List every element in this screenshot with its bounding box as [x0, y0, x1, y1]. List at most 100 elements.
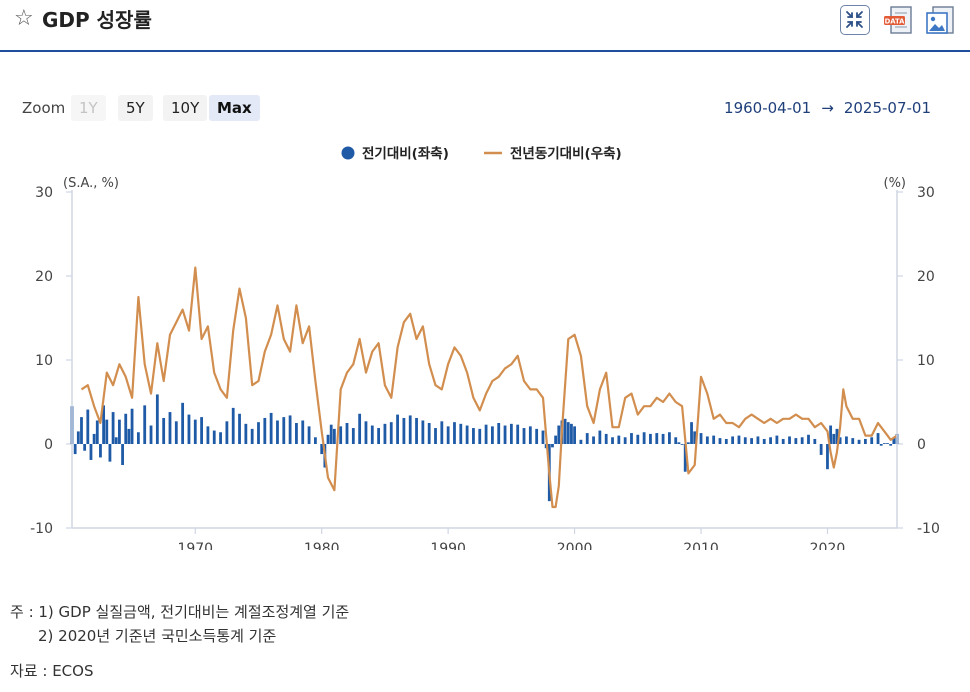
bar[interactable]	[570, 423, 573, 444]
bar[interactable]	[320, 444, 324, 455]
bar[interactable]	[661, 433, 665, 444]
shrink-button[interactable]	[840, 5, 870, 35]
bar[interactable]	[863, 438, 867, 444]
bar[interactable]	[617, 435, 621, 444]
legend-item-bar[interactable]: 전기대비(좌축)	[341, 145, 449, 162]
bar[interactable]	[731, 436, 735, 444]
bar[interactable]	[257, 422, 260, 444]
bar[interactable]	[364, 421, 368, 444]
image-download-button[interactable]	[924, 5, 954, 35]
bar[interactable]	[690, 422, 693, 444]
bar[interactable]	[813, 438, 817, 444]
bar[interactable]	[484, 424, 488, 444]
bar[interactable]	[693, 431, 697, 444]
bar[interactable]	[238, 413, 241, 444]
bar[interactable]	[845, 436, 848, 444]
bar[interactable]	[136, 432, 140, 444]
bar[interactable]	[193, 419, 197, 444]
bar[interactable]	[149, 425, 153, 444]
bar[interactable]	[155, 394, 159, 444]
bar[interactable]	[415, 417, 418, 444]
bar[interactable]	[408, 415, 412, 444]
bar[interactable]	[124, 413, 128, 444]
bar[interactable]	[187, 414, 191, 444]
bar[interactable]	[377, 428, 381, 444]
bar[interactable]	[114, 437, 118, 444]
bar[interactable]	[127, 428, 131, 444]
bar[interactable]	[680, 444, 684, 445]
bar[interactable]	[503, 425, 507, 444]
bar[interactable]	[111, 412, 115, 444]
bar[interactable]	[686, 442, 690, 444]
bar[interactable]	[174, 421, 178, 444]
bar[interactable]	[623, 437, 627, 444]
bar[interactable]	[857, 439, 861, 444]
bar[interactable]	[434, 428, 437, 444]
bar[interactable]	[351, 428, 355, 444]
bar[interactable]	[769, 437, 772, 444]
bar[interactable]	[295, 423, 298, 444]
data-download-button[interactable]: DATA	[882, 5, 912, 35]
zoom-1y-button[interactable]: 1Y	[71, 95, 106, 121]
bar[interactable]	[453, 422, 456, 444]
bar[interactable]	[712, 435, 716, 444]
bar[interactable]	[737, 435, 741, 444]
bar[interactable]	[143, 405, 147, 444]
bar[interactable]	[674, 437, 678, 444]
bar[interactable]	[465, 425, 469, 444]
bar[interactable]	[231, 407, 235, 444]
bar[interactable]	[118, 419, 121, 444]
bar[interactable]	[250, 428, 254, 444]
bar[interactable]	[370, 425, 374, 444]
bar[interactable]	[130, 408, 134, 444]
bar[interactable]	[794, 438, 798, 444]
bar[interactable]	[307, 426, 311, 444]
bar[interactable]	[528, 426, 532, 444]
bar[interactable]	[301, 420, 305, 444]
bar[interactable]	[345, 423, 349, 444]
bar[interactable]	[427, 423, 431, 444]
zoom-max-button[interactable]: Max	[209, 95, 260, 121]
bar[interactable]	[102, 405, 106, 444]
bar[interactable]	[592, 436, 595, 444]
bar[interactable]	[219, 432, 222, 444]
bar[interactable]	[649, 433, 652, 444]
bar[interactable]	[598, 430, 602, 444]
bar[interactable]	[383, 423, 387, 444]
bar[interactable]	[750, 438, 753, 444]
bar[interactable]	[585, 433, 589, 444]
bar[interactable]	[557, 425, 561, 444]
bar[interactable]	[509, 423, 513, 444]
bar[interactable]	[459, 423, 463, 444]
bar[interactable]	[76, 431, 80, 444]
bar[interactable]	[181, 402, 185, 444]
bar[interactable]	[516, 424, 520, 444]
bar[interactable]	[329, 424, 333, 444]
bar[interactable]	[99, 444, 102, 458]
bar[interactable]	[579, 439, 583, 444]
bar[interactable]	[200, 417, 203, 444]
bar[interactable]	[288, 415, 292, 444]
bar[interactable]	[655, 433, 659, 444]
bar[interactable]	[819, 444, 823, 455]
bar[interactable]	[105, 419, 109, 444]
bar[interactable]	[313, 437, 317, 444]
bar[interactable]	[826, 444, 829, 470]
bar[interactable]	[668, 432, 671, 444]
bar[interactable]	[879, 444, 883, 446]
bar[interactable]	[788, 436, 791, 444]
bar[interactable]	[541, 430, 545, 444]
bar[interactable]	[396, 414, 399, 444]
bar[interactable]	[92, 433, 96, 444]
zoom-10y-button[interactable]: 10Y	[163, 95, 208, 121]
zoom-5y-button[interactable]: 5Y	[118, 95, 153, 121]
bar[interactable]	[332, 428, 336, 444]
bar[interactable]	[683, 444, 687, 472]
bar[interactable]	[724, 438, 728, 444]
bar[interactable]	[832, 433, 836, 444]
bar[interactable]	[478, 428, 482, 444]
bar[interactable]	[497, 423, 501, 444]
bar[interactable]	[472, 428, 475, 444]
bar[interactable]	[829, 425, 833, 444]
bar[interactable]	[389, 422, 393, 444]
